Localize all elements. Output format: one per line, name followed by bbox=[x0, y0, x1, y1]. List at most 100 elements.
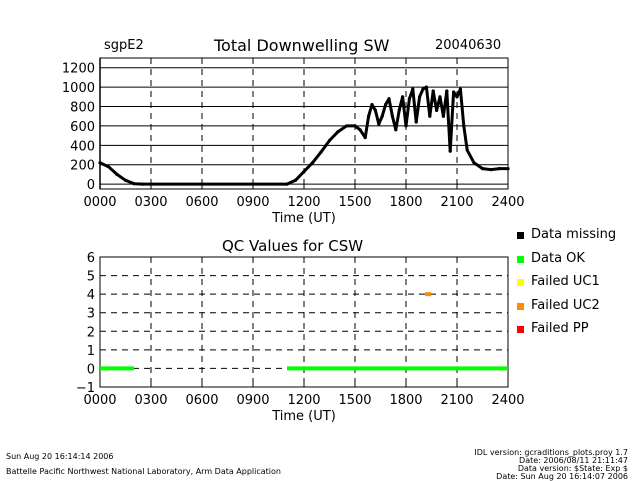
sw-data-point bbox=[448, 149, 452, 153]
sw-data-point bbox=[373, 108, 377, 112]
x-tick-label: 1500 bbox=[338, 393, 371, 408]
sw-data-point bbox=[407, 97, 411, 101]
sw-data-point bbox=[336, 130, 340, 134]
sw-chart: 0000 0300 0600 0900 1200 1500 1800 2100 2400 0 200… bbox=[62, 57, 525, 226]
x-tick-label: 0300 bbox=[134, 195, 167, 210]
sw-data-point bbox=[462, 124, 466, 128]
x-tick-label: 1200 bbox=[287, 393, 320, 408]
sw-data-point bbox=[390, 114, 394, 118]
sw-data-point bbox=[319, 150, 323, 154]
x-axis-label: Time (UT) bbox=[271, 409, 336, 424]
legend-label: Failed UC2 bbox=[531, 297, 600, 313]
sw-data-point bbox=[424, 85, 428, 89]
x-tick-label: 2100 bbox=[440, 195, 473, 210]
sw-data-point bbox=[394, 128, 398, 132]
y-tick-label: 200 bbox=[70, 159, 95, 174]
x-tick-label: 0600 bbox=[185, 195, 218, 210]
qc-failed-uc2-point bbox=[425, 292, 432, 297]
legend-label: Failed PP bbox=[531, 321, 589, 336]
y-tick-label: −1 bbox=[76, 381, 95, 396]
sw-data-point bbox=[132, 182, 136, 186]
legend-marker-failed-pp bbox=[517, 326, 524, 333]
sw-data-point bbox=[140, 182, 145, 186]
x-tick-label: 2400 bbox=[491, 393, 524, 408]
x-tick-label: 2400 bbox=[491, 195, 524, 210]
x-tick-label: 2100 bbox=[440, 393, 473, 408]
legend-marker-failed-uc2 bbox=[517, 302, 524, 310]
sw-data-point bbox=[506, 167, 510, 171]
legend-label: Data missing bbox=[531, 227, 617, 242]
legend-item-failed-pp: Failed PP bbox=[517, 320, 640, 344]
y-tick-label: 0 bbox=[87, 178, 95, 193]
legend-marker-data-missing bbox=[517, 232, 524, 239]
legend-label: Failed UC1 bbox=[531, 274, 600, 289]
sw-data-point bbox=[397, 108, 401, 112]
sw-data-point bbox=[472, 161, 476, 165]
sw-data-point bbox=[367, 114, 371, 118]
site-label: sgpE2 bbox=[104, 38, 144, 53]
legend-item-data-missing: Data missing bbox=[517, 226, 640, 250]
legend-label: Data OK bbox=[531, 250, 585, 266]
sw-data-point bbox=[431, 89, 435, 93]
footer-data-version: Data version: $State: Exp $ bbox=[517, 464, 628, 473]
sw-data-point bbox=[370, 102, 374, 107]
sw-data-point bbox=[358, 128, 362, 132]
y-tick-label: 0 bbox=[87, 362, 95, 377]
sw-data-point bbox=[489, 167, 493, 172]
x-tick-label: 0900 bbox=[236, 393, 269, 408]
sw-data-point bbox=[310, 161, 315, 165]
footer-timestamp: Sun Aug 20 16:14:14 2006 bbox=[6, 452, 114, 461]
sw-data-point bbox=[98, 161, 102, 165]
sw-data-point bbox=[380, 114, 384, 118]
sw-data-point bbox=[452, 90, 456, 94]
sw-data-point bbox=[455, 95, 459, 99]
qc-chart-title: QC Values for CSW bbox=[222, 237, 364, 255]
sw-data-point bbox=[384, 102, 388, 107]
sw-data-point bbox=[387, 97, 391, 101]
x-tick-label: 1800 bbox=[389, 195, 422, 210]
x-tick-label: 1200 bbox=[287, 195, 320, 210]
sw-data-point bbox=[458, 87, 462, 91]
sw-data-point bbox=[302, 169, 306, 174]
legend-item-failed-uc1: Failed UC1 bbox=[517, 273, 640, 297]
sw-data-point bbox=[363, 135, 367, 140]
y-tick-label: 6 bbox=[87, 251, 95, 266]
sw-data-point bbox=[480, 167, 485, 171]
sw-data-point bbox=[404, 124, 408, 128]
footer-organization: Battelle Pacific Northwest National Labo… bbox=[6, 467, 281, 476]
sw-series-line bbox=[99, 85, 508, 186]
x-tick-label: 1500 bbox=[338, 195, 371, 210]
legend-marker-data-ok bbox=[517, 255, 524, 263]
sw-data-point bbox=[401, 95, 405, 99]
x-tick-label: 0900 bbox=[236, 195, 269, 210]
y-tick-label: 3 bbox=[87, 307, 95, 322]
sw-data-point bbox=[465, 148, 469, 152]
sw-data-point bbox=[445, 89, 449, 93]
x-tick-label: 0600 bbox=[185, 393, 218, 408]
qc-chart: 0000 0300 0600 0900 1200 1500 1800 2100 2400 −1 0 1… bbox=[76, 251, 525, 424]
y-tick-label: 600 bbox=[70, 120, 95, 135]
sw-data-point bbox=[414, 120, 418, 124]
sw-data-point bbox=[428, 114, 432, 118]
x-tick-label: 0000 bbox=[83, 393, 116, 408]
footer-idl-version: IDL version: gcraditions_plots.proy 1.7 bbox=[474, 448, 628, 457]
x-tick-label: 0300 bbox=[134, 393, 167, 408]
footer-file-date: Date: 2006/08/11 21:11:47 bbox=[519, 456, 628, 465]
y-tick-label: 400 bbox=[70, 139, 95, 154]
chart-title: Total Downwelling SW bbox=[214, 36, 390, 55]
y-tick-label: 5 bbox=[87, 270, 95, 285]
sw-data-point bbox=[353, 124, 357, 128]
y-tick-label: 1000 bbox=[62, 81, 95, 96]
x-tick-label: 1800 bbox=[389, 393, 422, 408]
x-axis-label: Time (UT) bbox=[271, 211, 336, 226]
sw-data-point bbox=[438, 95, 442, 99]
y-tick-label: 1200 bbox=[62, 62, 95, 77]
legend-item-failed-uc2: Failed UC2 bbox=[517, 297, 640, 321]
legend-item-data-ok: Data OK bbox=[517, 250, 640, 274]
sw-data-point bbox=[344, 124, 349, 128]
sw-data-point bbox=[293, 178, 298, 182]
date-label: 20040630 bbox=[435, 38, 502, 53]
sw-data-point bbox=[435, 108, 439, 112]
sw-data-point bbox=[115, 172, 119, 177]
